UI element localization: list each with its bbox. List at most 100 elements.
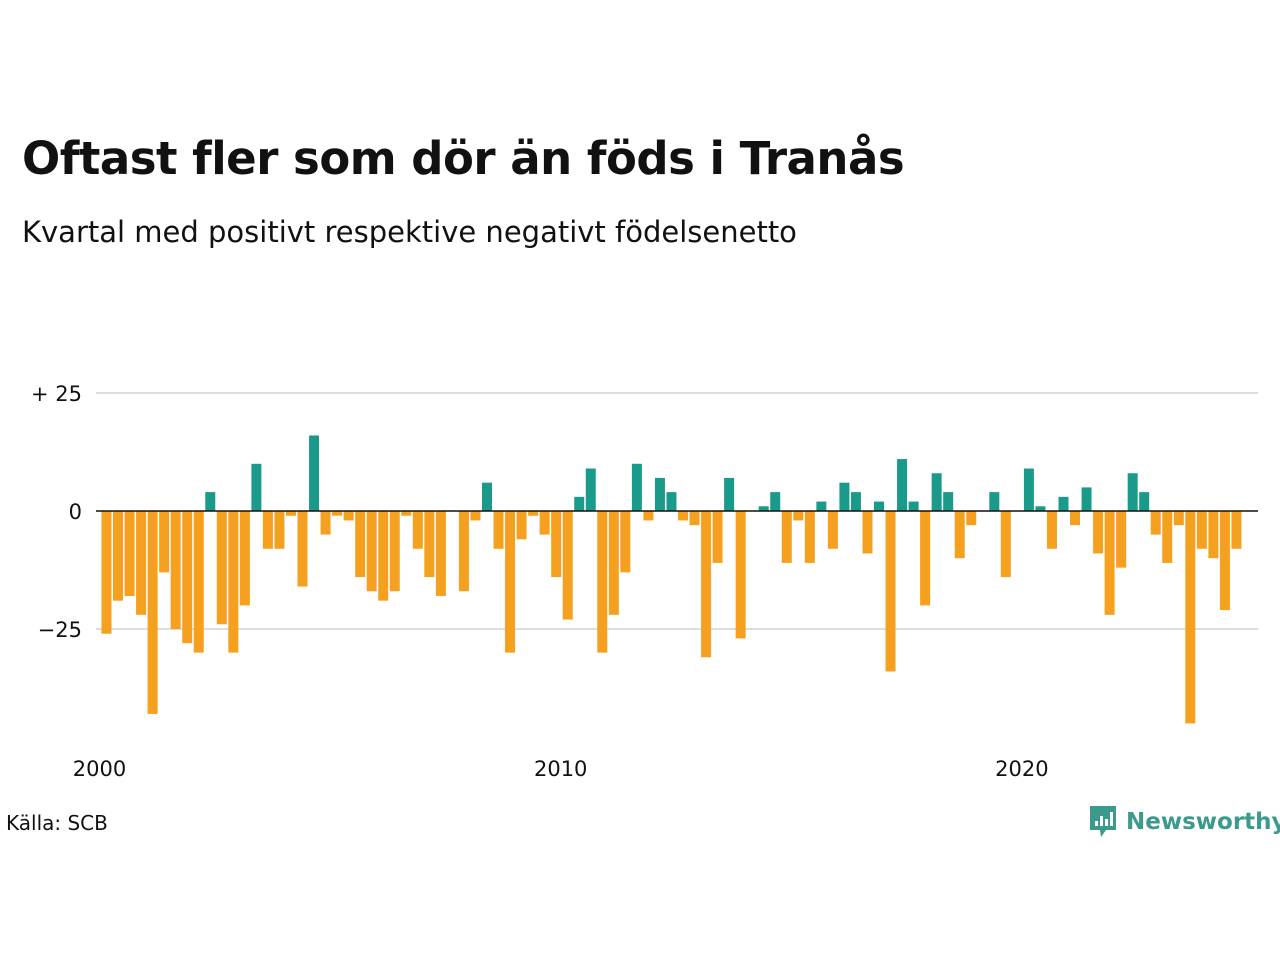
bar-negative: [862, 511, 873, 554]
axis-label-layer: + 25 0 −25 2000 2010 2020: [31, 382, 1049, 781]
bar-negative: [1231, 511, 1242, 549]
bar-negative: [920, 511, 931, 606]
bar-negative: [355, 511, 366, 578]
bar-negative: [505, 511, 516, 653]
bar-negative: [620, 511, 631, 573]
bar-positive: [850, 492, 861, 511]
bar-negative: [401, 511, 412, 516]
bar-negative: [1219, 511, 1230, 611]
bar-positive: [989, 492, 1000, 511]
bar-negative: [735, 511, 746, 639]
bar-positive: [481, 482, 492, 511]
bar-negative: [608, 511, 619, 615]
bar-negative: [366, 511, 377, 592]
brand-logo: Newsworthy: [1088, 804, 1280, 840]
x-tick-label: 2010: [534, 757, 587, 781]
bar-negative: [885, 511, 896, 672]
bar-negative: [274, 511, 285, 549]
bar-negative: [712, 511, 723, 563]
bar-negative: [516, 511, 527, 540]
bar-positive: [585, 468, 596, 511]
y-tick-label: + 25: [31, 382, 82, 406]
bar-positive: [1139, 492, 1150, 511]
bar-negative: [1093, 511, 1104, 554]
bar-negative: [689, 511, 700, 526]
bar-positive: [724, 477, 735, 511]
bar-positive: [654, 477, 665, 511]
bar-positive: [1058, 496, 1069, 511]
bar-negative: [1173, 511, 1184, 526]
bar-positive: [758, 506, 769, 511]
bar-negative: [1000, 511, 1011, 578]
bar-positive: [251, 463, 262, 511]
bar-negative: [781, 511, 792, 563]
x-tick-label: 2020: [995, 757, 1048, 781]
bar-positive: [666, 492, 677, 511]
bar-negative: [551, 511, 562, 578]
bar-negative: [678, 511, 688, 521]
bar-negative: [320, 511, 331, 535]
bar-negative: [378, 511, 389, 601]
bar-negative: [1162, 511, 1173, 563]
bar-positive: [1127, 473, 1138, 511]
bar-positive: [309, 435, 320, 511]
bar-negative: [597, 511, 608, 653]
bar-negative: [113, 511, 124, 601]
bar-positive: [839, 482, 850, 511]
x-tick-label: 2000: [73, 757, 126, 781]
bar-negative: [101, 511, 112, 634]
y-tick-label: −25: [38, 618, 82, 642]
bar-negative: [1185, 511, 1196, 724]
bar-positive: [1035, 506, 1046, 511]
source-note: Källa: SCB: [6, 811, 108, 835]
bar-negative: [470, 511, 481, 521]
bar-positive: [1081, 487, 1092, 511]
bar-negative: [1116, 511, 1127, 568]
bar-negative: [562, 511, 573, 620]
bar-positive: [931, 473, 942, 511]
bar-negative: [435, 511, 446, 596]
bar-negative: [285, 511, 296, 516]
bar-negative: [528, 511, 539, 516]
bar-negative: [136, 511, 147, 615]
bar-negative: [493, 511, 504, 549]
bar-negative: [701, 511, 712, 658]
bar-positive: [631, 463, 642, 511]
bar-positive: [874, 501, 885, 511]
bar-negative: [182, 511, 193, 644]
bar-negative: [228, 511, 239, 653]
bar-positive: [943, 492, 954, 511]
bar-negative: [1070, 511, 1081, 526]
bar-negative: [1196, 511, 1207, 549]
bar-chart: + 25 0 −25 2000 2010 2020: [31, 382, 1258, 781]
bar-negative: [539, 511, 550, 535]
bar-positive: [816, 501, 827, 511]
bar-negative: [424, 511, 435, 578]
bar-negative: [389, 511, 400, 592]
bar-positive: [908, 501, 919, 511]
bar-negative: [124, 511, 135, 596]
bar-positive: [770, 492, 781, 511]
bar-negative: [239, 511, 250, 606]
grid-layer: [96, 392, 1258, 630]
bar-negative: [147, 511, 158, 714]
bar-negative: [1046, 511, 1057, 549]
bar-negative: [966, 511, 977, 526]
bar-negative: [159, 511, 170, 573]
bar-negative: [804, 511, 815, 563]
bar-positive: [1023, 468, 1034, 511]
bar-negative: [170, 511, 181, 629]
chart-subtitle: Kvartal med positivt respektive negativt…: [22, 215, 797, 249]
bar-positive: [897, 459, 908, 511]
bar-positive: [205, 492, 216, 511]
bar-negative: [1104, 511, 1115, 615]
bar-negative: [954, 511, 965, 559]
bar-negative: [1150, 511, 1161, 535]
y-tick-label: 0: [69, 500, 82, 524]
bar-negative: [827, 511, 838, 549]
chart-title: Oftast fler som dör än föds i Tranås: [22, 132, 905, 185]
bar-negative: [216, 511, 227, 625]
bar-negative: [297, 511, 308, 587]
bar-negative: [1208, 511, 1219, 559]
bar-negative: [793, 511, 804, 521]
